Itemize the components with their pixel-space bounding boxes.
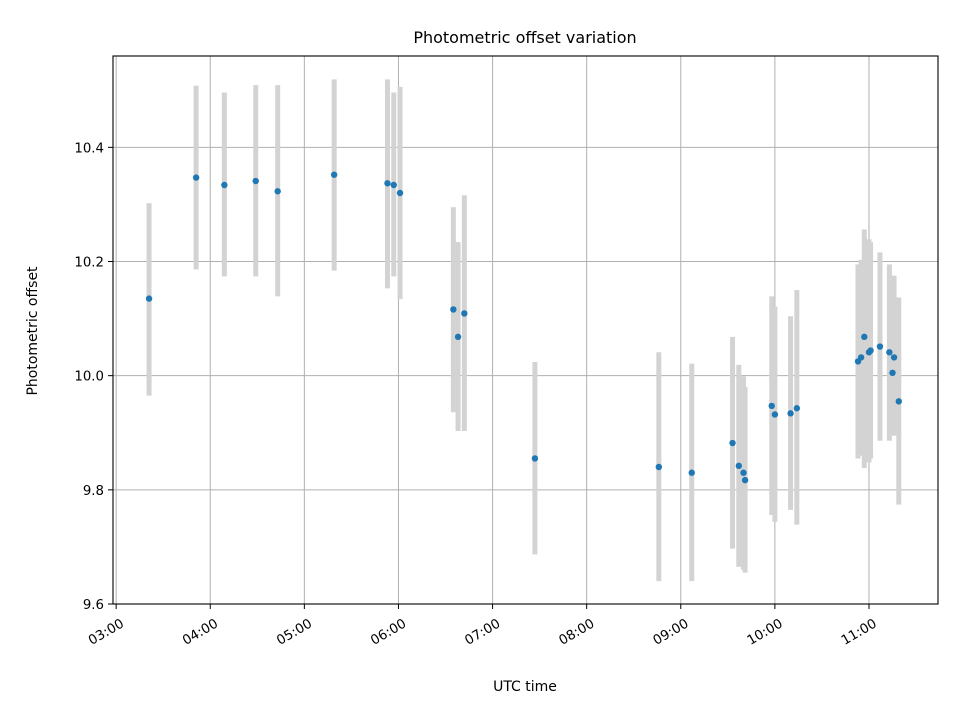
data-point bbox=[735, 462, 743, 470]
y-axis-label: Photometric offset bbox=[25, 266, 41, 396]
data-point bbox=[655, 463, 663, 471]
y-axis-ticks: 9.6 9.8 10.0 10.2 10.4 bbox=[74, 141, 113, 613]
data-point bbox=[867, 347, 874, 354]
data-point bbox=[454, 333, 462, 341]
grid-lines bbox=[113, 56, 938, 605]
x-axis-label: UTC time bbox=[493, 679, 557, 695]
data-point bbox=[740, 469, 747, 476]
data-point bbox=[384, 180, 391, 187]
y-tick-label: 10.2 bbox=[74, 256, 104, 271]
data-point bbox=[390, 181, 397, 189]
data-point bbox=[768, 402, 775, 410]
data-markers bbox=[145, 171, 902, 484]
data-point bbox=[221, 181, 228, 189]
y-tick-label: 9.6 bbox=[83, 598, 104, 613]
data-point bbox=[729, 439, 736, 447]
data-point bbox=[252, 177, 259, 185]
data-point bbox=[330, 171, 338, 178]
data-point bbox=[787, 410, 794, 417]
data-point bbox=[889, 369, 896, 377]
y-tick-label: 10.0 bbox=[74, 370, 104, 385]
data-point bbox=[531, 455, 539, 462]
plot-frame bbox=[112, 55, 939, 605]
data-point bbox=[771, 411, 779, 418]
y-tick-label: 9.8 bbox=[83, 484, 104, 499]
data-point bbox=[461, 310, 468, 317]
data-point bbox=[886, 349, 893, 356]
data-point bbox=[857, 354, 865, 361]
data-point bbox=[145, 295, 153, 302]
y-tick-label: 10.4 bbox=[74, 141, 104, 156]
data-point bbox=[895, 398, 902, 405]
data-point bbox=[861, 333, 868, 341]
data-point bbox=[890, 354, 898, 361]
data-point bbox=[274, 188, 281, 195]
data-point bbox=[396, 189, 404, 197]
data-point bbox=[876, 343, 884, 350]
data-point bbox=[688, 469, 695, 476]
data-point bbox=[450, 306, 457, 313]
data-point bbox=[192, 174, 200, 181]
data-point bbox=[741, 476, 749, 484]
chart-title: Photometric offset variation bbox=[413, 28, 636, 47]
data-point bbox=[793, 405, 801, 412]
